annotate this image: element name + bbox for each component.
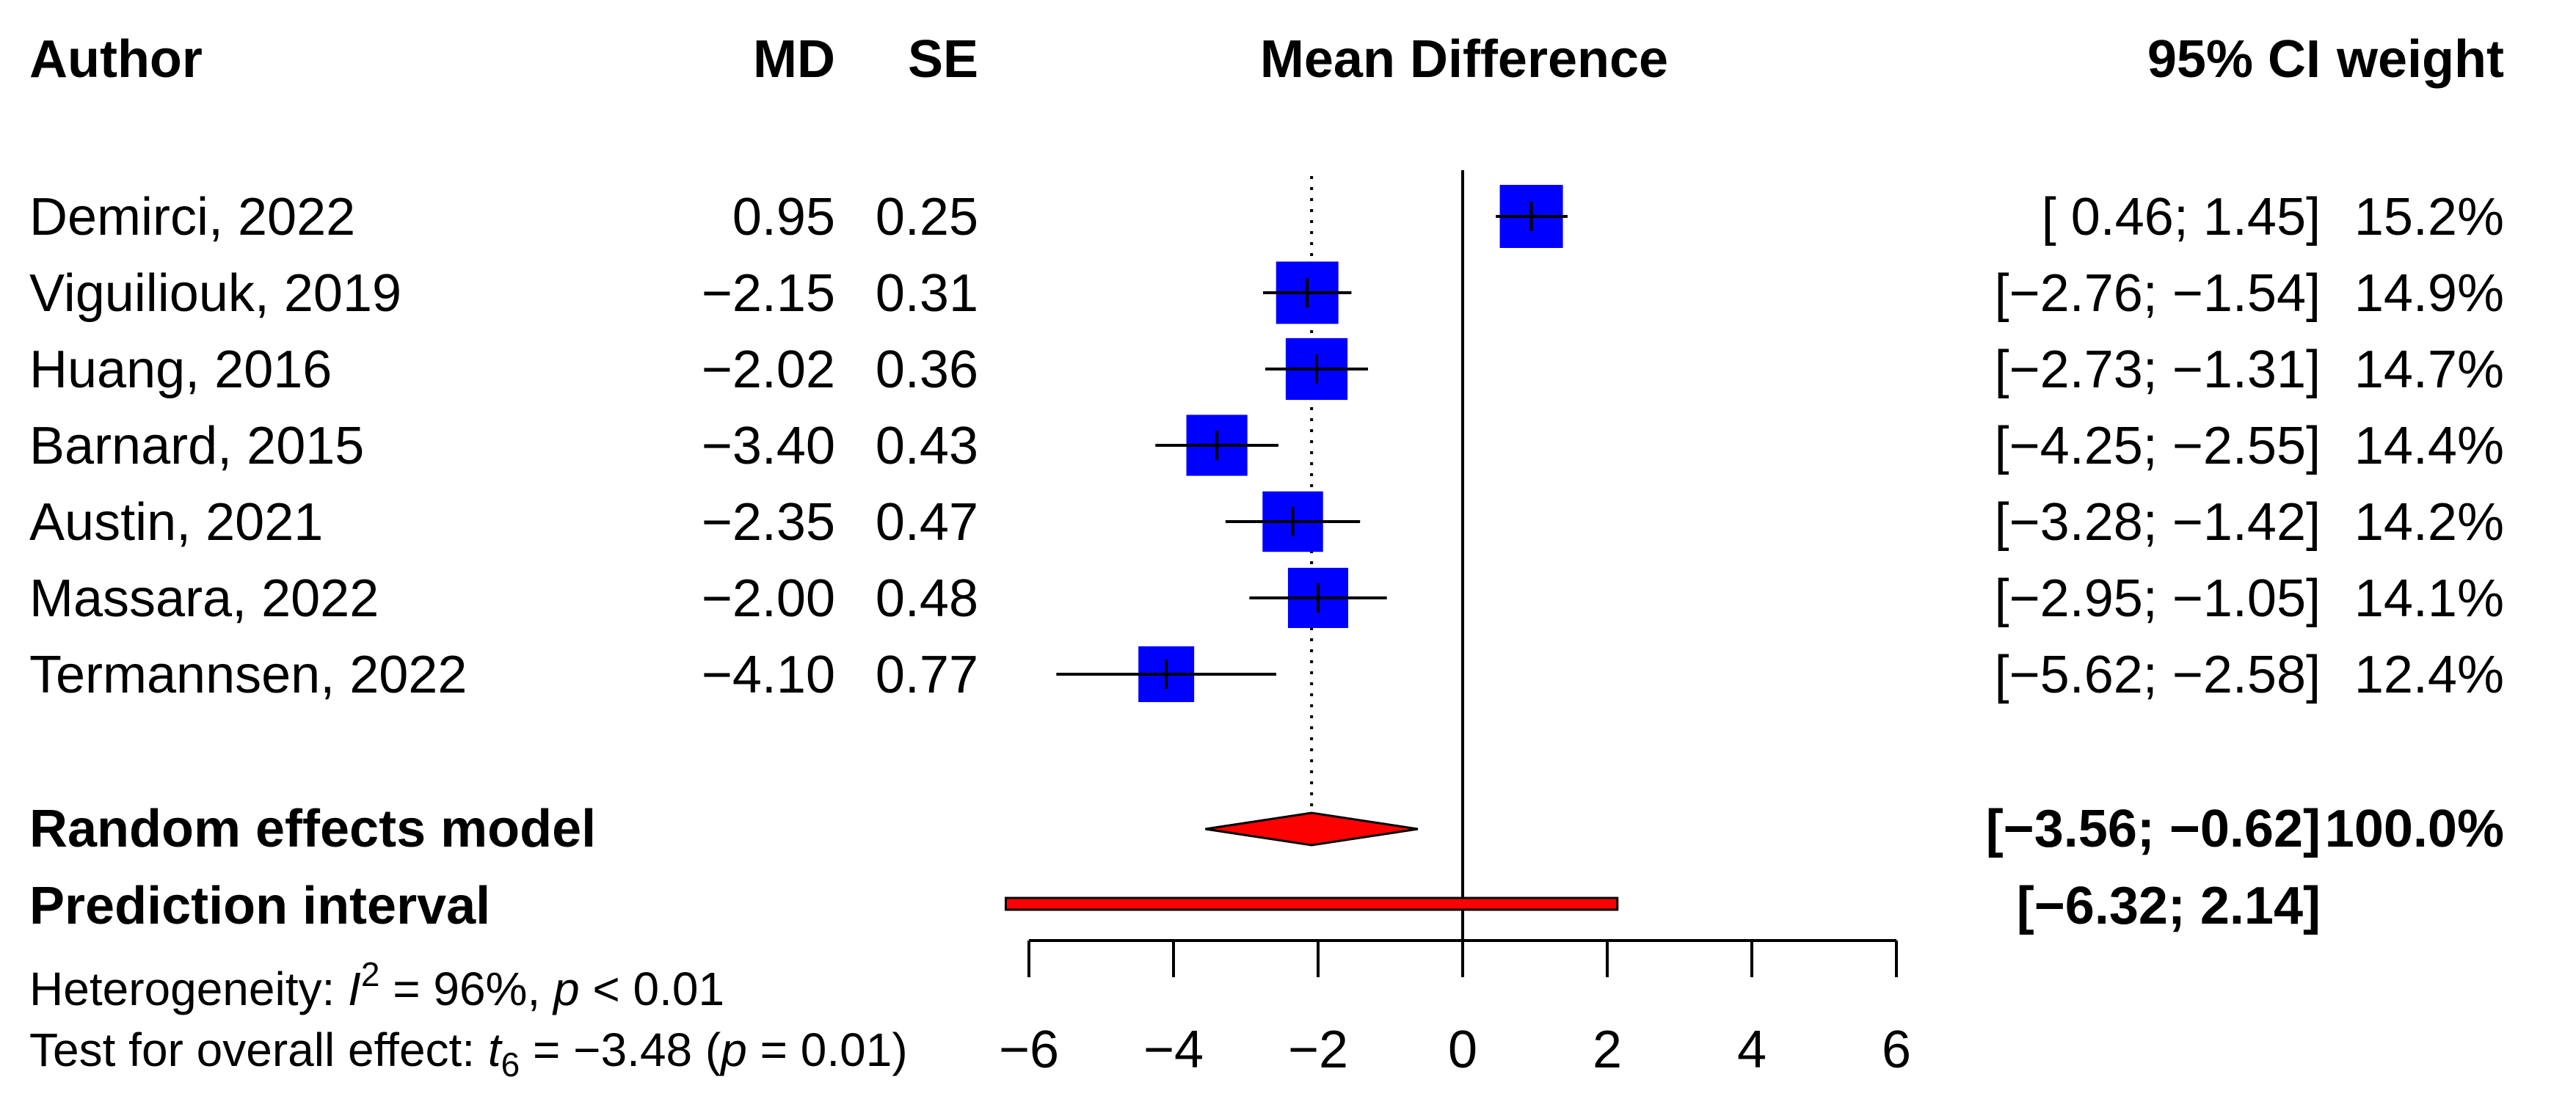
study-author: Massara, 2022 <box>29 569 379 628</box>
prediction-interval-ci: [−6.32; 2.14] <box>2017 877 2321 935</box>
study-se: 0.31 <box>876 264 978 323</box>
header-author: Author <box>29 30 203 89</box>
x-axis-tick-label: 4 <box>1737 1020 1767 1079</box>
random-effects-ci: [−3.56; −0.62] <box>1986 800 2321 858</box>
study-ci: [−2.95; −1.05] <box>1995 569 2321 628</box>
study-se: 0.25 <box>876 188 978 247</box>
study-weight: 15.2% <box>2354 188 2504 247</box>
study-weight: 14.4% <box>2354 417 2504 475</box>
study-md: −4.10 <box>702 646 835 704</box>
study-weight: 14.2% <box>2354 493 2504 552</box>
study-author: Huang, 2016 <box>29 340 332 399</box>
study-author: Barnard, 2015 <box>29 417 364 475</box>
header-weight: weight <box>2336 30 2504 89</box>
header-mean-difference: Mean Difference <box>1260 30 1668 89</box>
study-se: 0.77 <box>876 646 978 704</box>
study-ci: [−5.62; −2.58] <box>1995 646 2321 704</box>
study-se: 0.43 <box>876 417 978 475</box>
header-se: SE <box>908 30 978 89</box>
study-weight: 14.9% <box>2354 264 2504 323</box>
study-weight: 14.7% <box>2354 340 2504 399</box>
x-axis-tick-label: −4 <box>1143 1020 1204 1079</box>
x-axis-tick-label: 2 <box>1593 1020 1622 1079</box>
header-ci: 95% CI <box>2147 30 2321 89</box>
random-effects-label: Random effects model <box>29 800 596 858</box>
study-ci: [ 0.46; 1.45] <box>2042 188 2321 247</box>
study-rows: Demirci, 2022 0.95 0.25 [ 0.46; 1.45] 15.2% V… <box>29 188 2504 704</box>
study-ci: [−3.28; −1.42] <box>1995 493 2321 552</box>
x-axis-tick-label: 0 <box>1448 1020 1477 1079</box>
study-weight: 14.1% <box>2354 569 2504 628</box>
study-md: −3.40 <box>702 417 835 475</box>
study-author: Demirci, 2022 <box>29 188 355 247</box>
study-md: −2.35 <box>702 493 835 552</box>
study-author: Viguiliouk, 2019 <box>29 264 401 323</box>
prediction-interval-bar <box>1004 897 1619 911</box>
study-author: Termannsen, 2022 <box>29 646 467 704</box>
study-ci: [−2.76; −1.54] <box>1995 264 2321 323</box>
plot-area: −6 −4 −2 0 2 4 6 <box>999 170 1911 1079</box>
header-md: MD <box>753 30 835 89</box>
study-author: Austin, 2021 <box>29 493 323 552</box>
study-se: 0.36 <box>876 340 978 399</box>
study-md: −2.00 <box>702 569 835 628</box>
x-axis-tick-label: −6 <box>999 1020 1059 1079</box>
study-ci: [−2.73; −1.31] <box>1995 340 2321 399</box>
random-effects-weight: 100.0% <box>2325 800 2504 858</box>
heterogeneity-text: Heterogeneity: I2 = 96%, p < 0.01 <box>29 955 724 1015</box>
random-effects-diamond <box>1205 811 1419 847</box>
x-axis-tick-label: 6 <box>1882 1020 1911 1079</box>
study-weight: 12.4% <box>2354 646 2504 704</box>
study-se: 0.47 <box>876 493 978 552</box>
study-se: 0.48 <box>876 569 978 628</box>
study-md: −2.15 <box>702 264 835 323</box>
overall-effect-text: Test for overall effect: t6 = −3.48 (p =… <box>29 1023 908 1084</box>
study-md: −2.02 <box>702 340 835 399</box>
study-md: 0.95 <box>732 188 835 247</box>
x-axis-tick-label: −2 <box>1288 1020 1348 1079</box>
study-ci: [−4.25; −2.55] <box>1995 417 2321 475</box>
prediction-interval-label: Prediction interval <box>29 877 490 935</box>
